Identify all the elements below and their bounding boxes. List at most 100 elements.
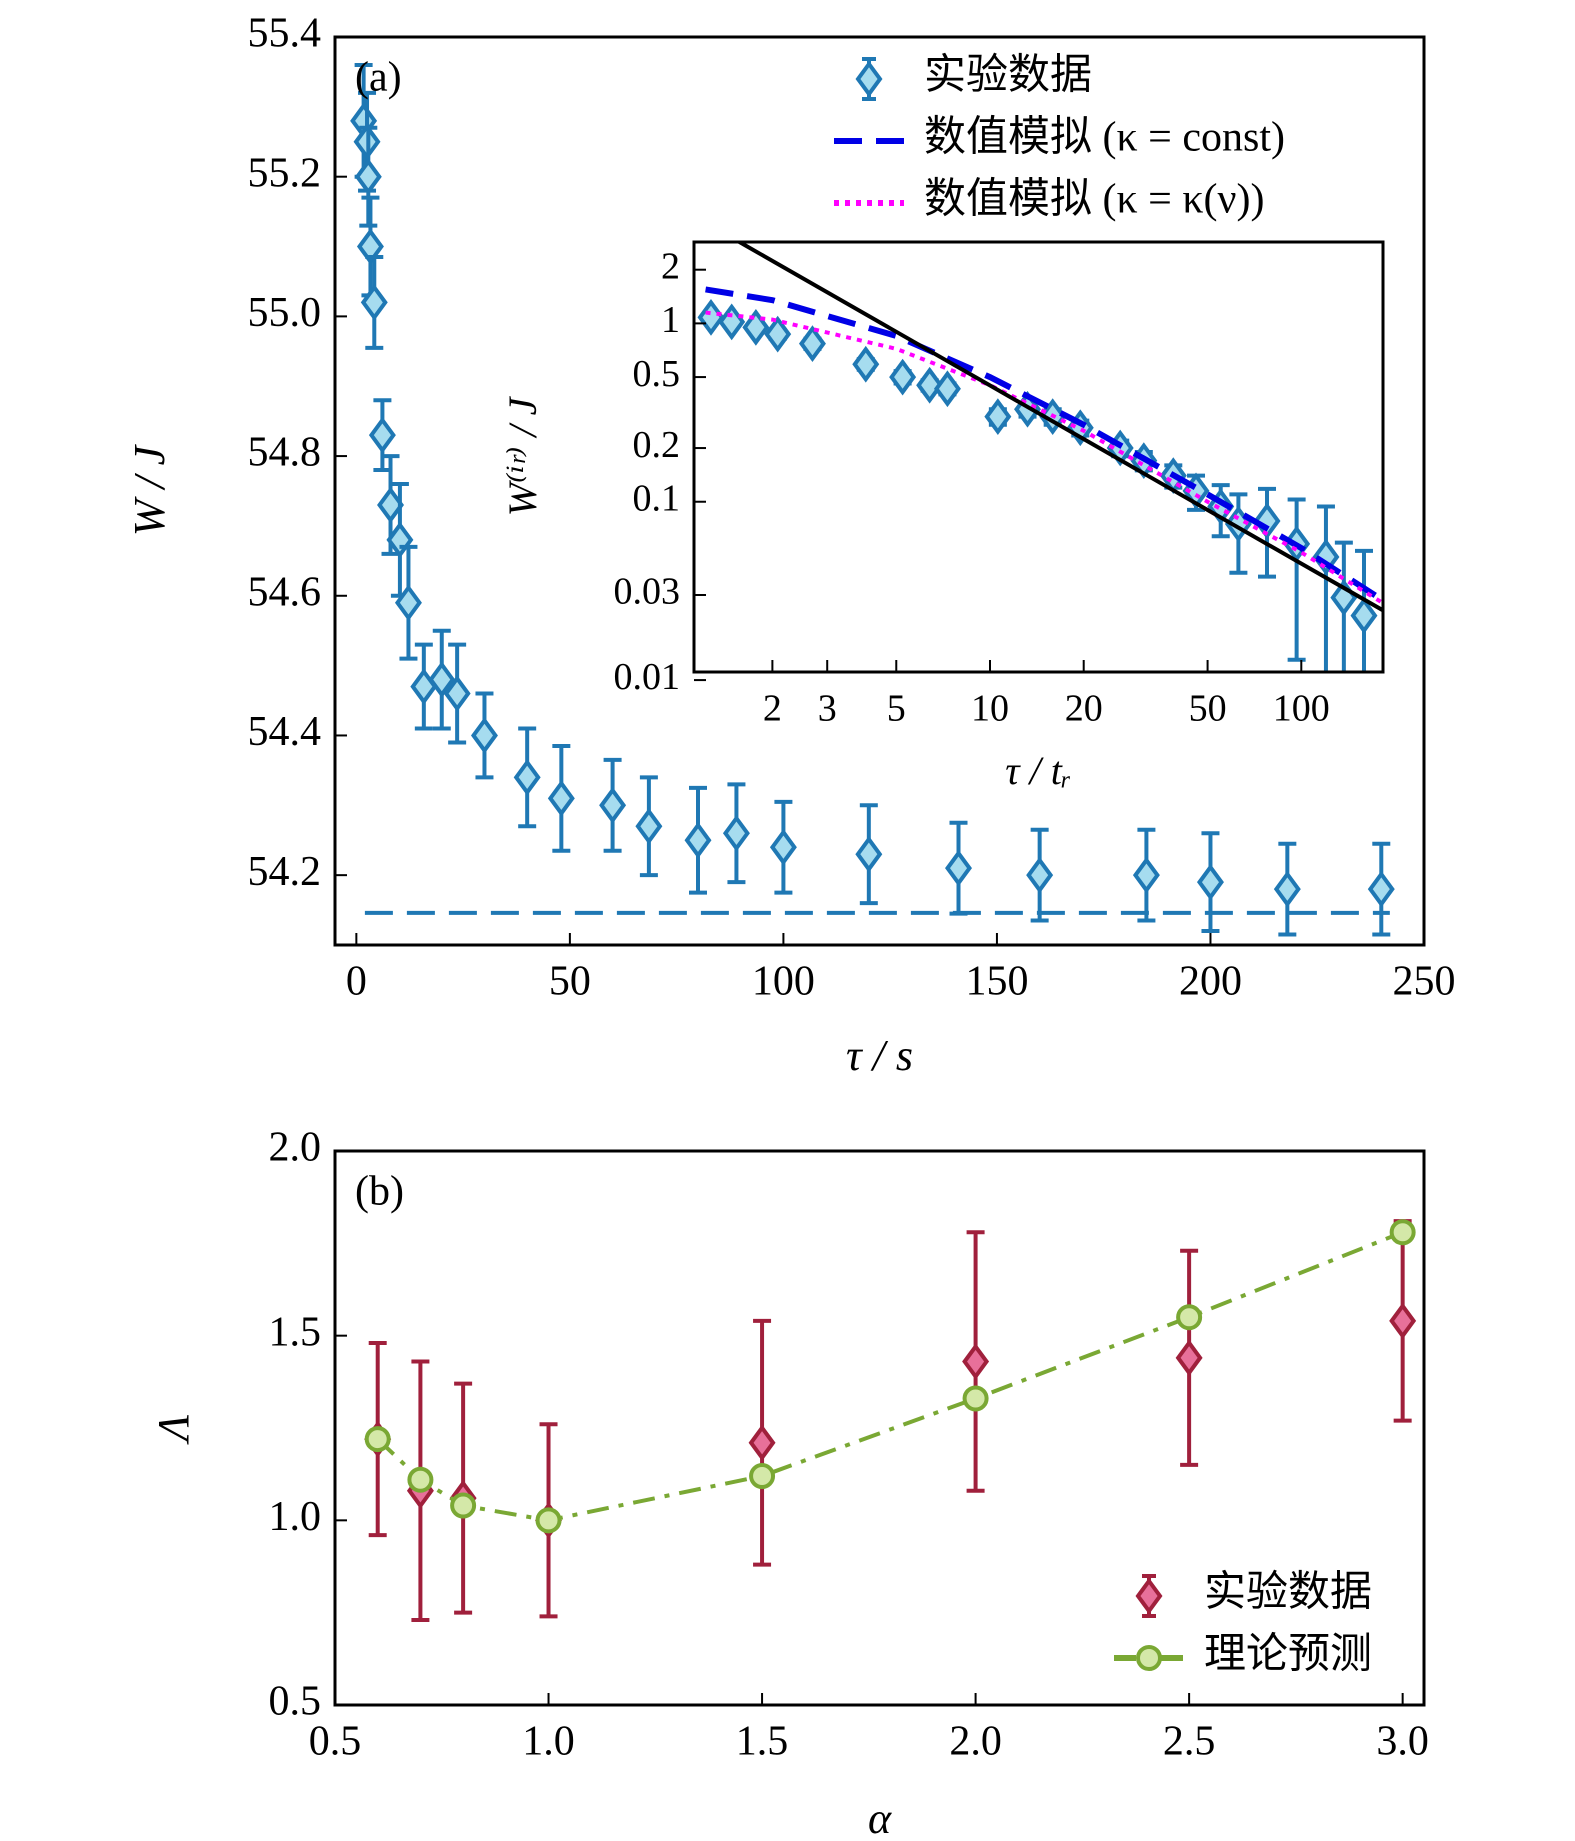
data-point (1367, 870, 1395, 908)
x-tick-label: 1.0 (522, 1719, 575, 1765)
x-axis-label: τ / s (846, 1031, 913, 1080)
series-line (735, 242, 1383, 613)
x-tick-label: 2 (763, 688, 782, 730)
data-point (1132, 856, 1160, 894)
data-point (428, 661, 456, 698)
data-point (962, 1385, 989, 1412)
data-point (748, 1424, 776, 1462)
panel-label: (a) (355, 55, 402, 101)
data-point (1350, 597, 1378, 634)
data-point (450, 1492, 477, 1519)
x-tick-label: 3.0 (1376, 1719, 1429, 1765)
data-point (535, 1507, 562, 1534)
legend-label: 数值模拟 (κ = κ(ν)) (924, 177, 1264, 223)
y-axis-label: W⁽ⁱʳ⁾ / J (500, 395, 545, 516)
x-tick-label: 0 (346, 959, 367, 1005)
data-point (984, 398, 1012, 436)
data-point (1389, 1219, 1416, 1246)
data-point (1273, 870, 1301, 908)
data-point (855, 835, 883, 873)
data-point (547, 779, 575, 817)
y-tick-label: 54.2 (248, 849, 322, 895)
data-point (443, 675, 471, 712)
x-tick-label: 1.5 (736, 1719, 789, 1765)
data-point (769, 828, 797, 866)
x-tick-label: 200 (1179, 959, 1242, 1005)
legend-marker (1135, 1577, 1163, 1615)
legend-label: 实验数据 (1204, 1569, 1372, 1616)
plot-area (364, 1219, 1417, 1623)
x-tick-label: 50 (549, 959, 591, 1005)
data-point (470, 717, 498, 754)
data-point (962, 1343, 990, 1380)
data-point (933, 370, 961, 408)
data-point (684, 821, 712, 859)
y-tick-label: 0.1 (633, 477, 681, 519)
y-tick-label: 54.4 (248, 709, 322, 755)
x-tick-label: 2.0 (949, 1719, 1002, 1765)
y-tick-label: 0.2 (633, 424, 681, 466)
series-line (376, 1230, 1404, 1523)
data-point (599, 786, 627, 824)
data-point (722, 814, 750, 852)
y-tick-label: 0.03 (614, 571, 681, 613)
y-tick-label: 1.0 (269, 1494, 322, 1540)
plot-frame (333, 35, 1426, 947)
legend-label: 理论预测 (1204, 1632, 1372, 1678)
x-tick-label: 20 (1065, 688, 1103, 730)
plot-frame (692, 240, 1385, 674)
data-point (889, 358, 917, 396)
x-tick-label: 50 (1189, 688, 1227, 730)
x-tick-label: 2.5 (1163, 1719, 1216, 1765)
y-tick-label: 55.4 (248, 11, 322, 57)
data-point (1176, 1304, 1203, 1331)
data-point (364, 1426, 391, 1453)
y-tick-label: 0.5 (633, 353, 681, 395)
legend-marker (855, 60, 883, 98)
data-point (1026, 856, 1054, 894)
y-tick-label: 2.0 (269, 1125, 322, 1171)
series-line (705, 310, 1383, 605)
data-point (1196, 863, 1224, 901)
x-tick-label: 10 (971, 688, 1009, 730)
y-tick-label: 55.2 (248, 150, 322, 196)
series-line (705, 286, 1383, 603)
data-point (764, 315, 792, 353)
data-point (635, 807, 663, 845)
data-point (354, 158, 382, 196)
data-point (513, 758, 541, 796)
y-tick-label: 0.5 (269, 1679, 322, 1725)
y-tick-label: 54.8 (248, 430, 322, 476)
x-axis-label: τ / tᵣ (1005, 748, 1071, 793)
data-point (798, 325, 826, 363)
data-point (356, 228, 384, 265)
legend-label: 数值模拟 (κ = const) (924, 115, 1285, 161)
x-tick-label: 0.5 (309, 1719, 362, 1765)
x-tick-label: 3 (818, 688, 837, 730)
plot-area (697, 242, 1383, 672)
y-tick-label: 1.5 (269, 1309, 322, 1355)
x-tick-label: 250 (1393, 959, 1456, 1005)
data-point (360, 284, 388, 321)
panel-label: (b) (355, 1169, 404, 1215)
x-tick-label: 100 (1273, 688, 1330, 730)
y-tick-label: 2 (661, 245, 680, 287)
data-point (749, 1463, 776, 1490)
data-point (1389, 1302, 1417, 1340)
data-point (368, 416, 396, 454)
x-tick-label: 100 (752, 959, 815, 1005)
legend-label: 实验数据 (924, 52, 1092, 99)
legend-marker (1136, 1645, 1162, 1671)
y-axis-label: W / J (125, 443, 174, 536)
data-point (945, 849, 972, 887)
data-point (394, 584, 422, 622)
y-tick-label: 54.6 (248, 569, 322, 615)
data-point (1175, 1339, 1203, 1377)
x-tick-label: 150 (965, 959, 1028, 1005)
y-axis-label: Λ (149, 1414, 198, 1445)
y-tick-label: 55.0 (248, 290, 322, 336)
y-tick-label: 1 (661, 299, 680, 341)
plot-area (350, 62, 1395, 937)
y-tick-label: 0.01 (614, 656, 681, 698)
